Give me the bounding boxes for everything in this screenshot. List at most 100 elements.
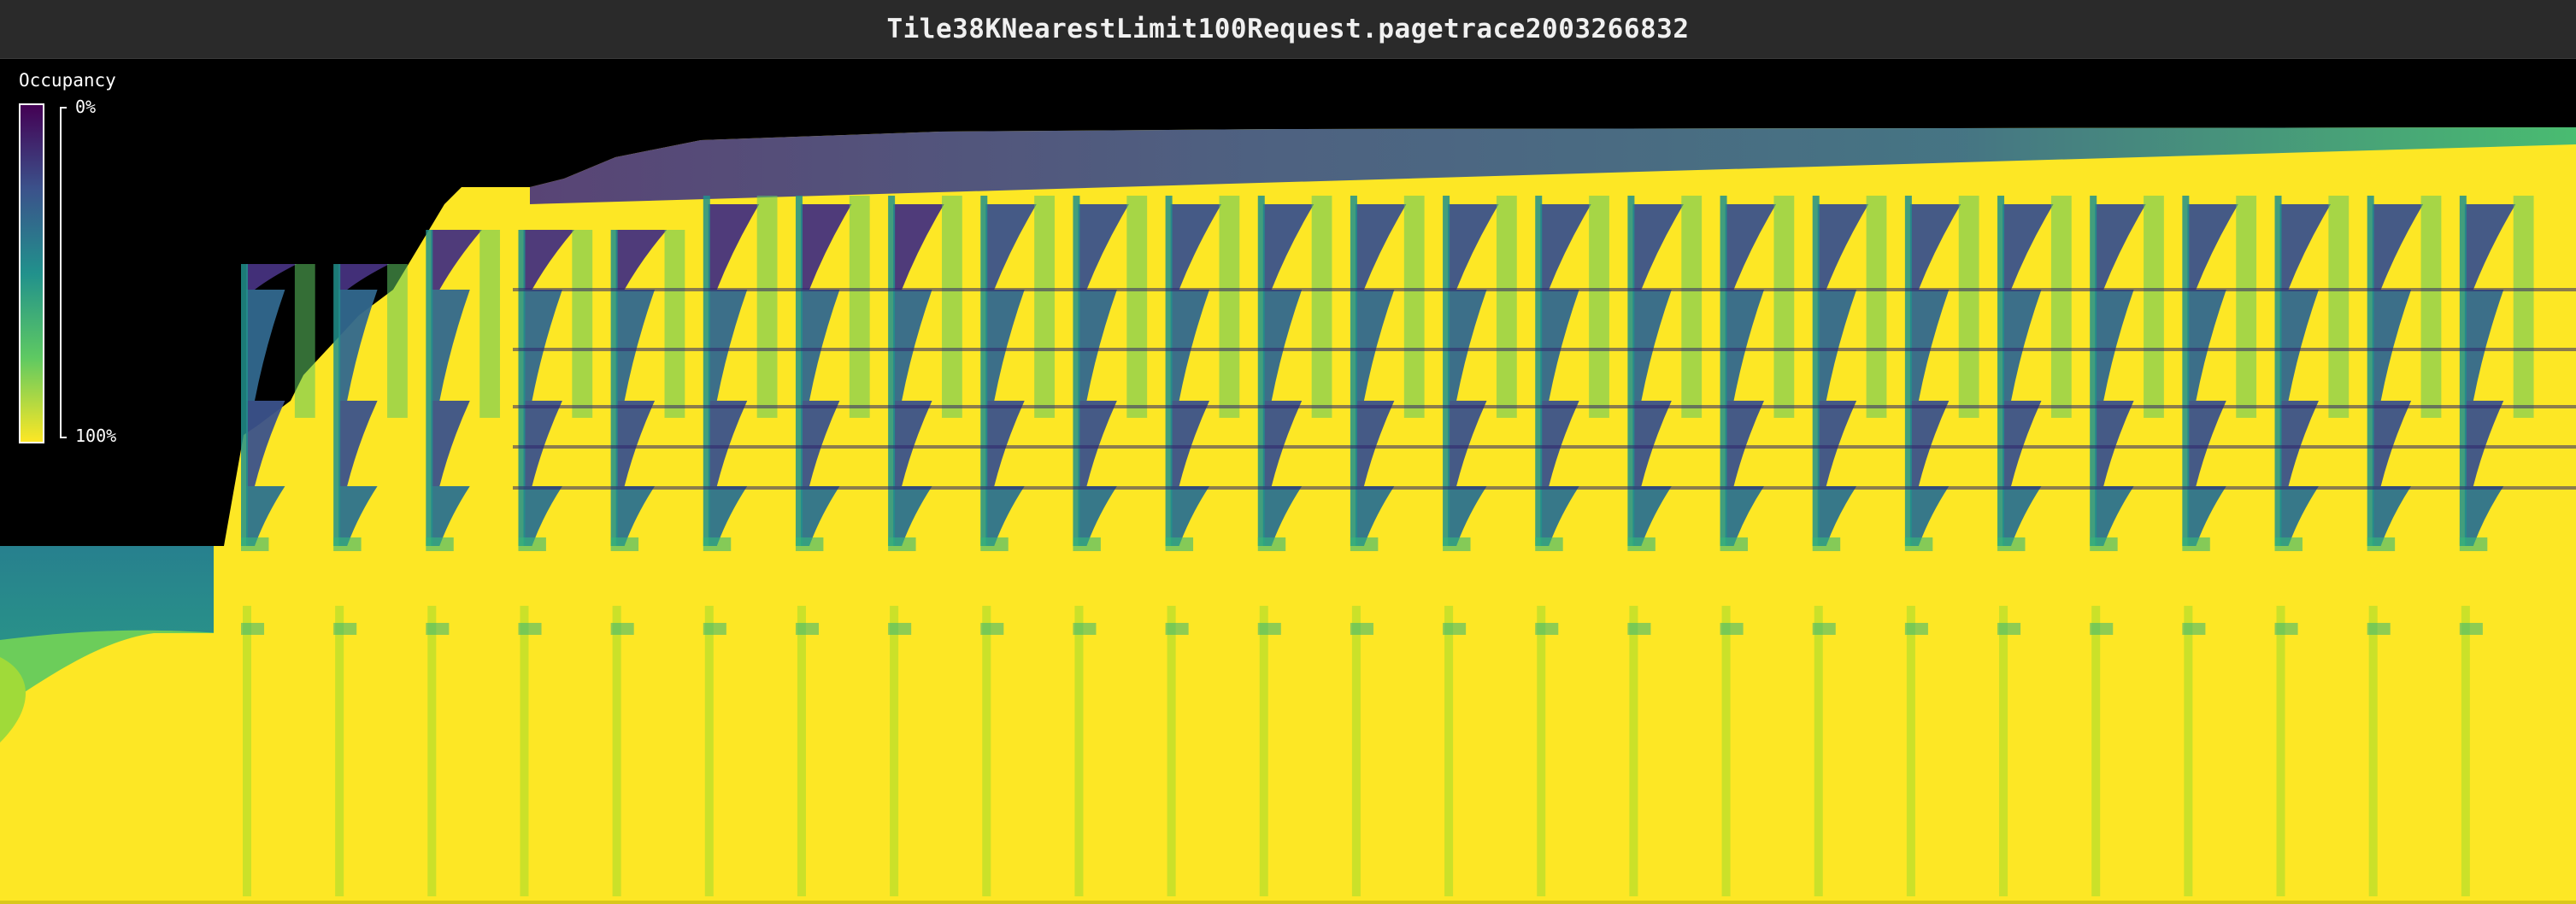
occupancy-heatmap[interactable]: Occupancy 0% 100% [0,59,2576,904]
cycle-low-band [795,623,819,635]
cycle-green-stripe [2050,196,2072,418]
cycle-wedge [1170,486,1210,546]
cycle-16 [1627,196,1703,896]
cycle-22 [2182,196,2257,896]
cycle-green-stripe [756,196,778,418]
cycle-wedge [338,401,378,486]
cycle-green-stripe [1681,196,1703,418]
cycle-wedge [2372,290,2412,401]
cycle-green-stripe [1866,196,1887,418]
cycle-wedge [431,230,482,290]
cycle-lower-streak [1721,606,1731,896]
cycle-wedge [615,486,656,546]
cycle-wedge [1170,204,1222,290]
cycle-wedge [615,230,668,290]
cycle-mid-band [2274,537,2303,551]
legend-scale-bracket [60,107,67,438]
cycle-edge-streak [610,230,618,546]
cycle-12 [1257,196,1332,896]
cycle-wedge [1909,486,1950,546]
cycle-lower-streak [1444,606,1454,896]
cycle-low-band [2459,623,2483,635]
cycle-wedge [2279,401,2319,486]
cycle-green-stripe [2513,196,2534,418]
cycle-wedge [1909,204,1961,290]
cycle-wedge [246,486,285,546]
cycle-edge-streak [1073,196,1080,546]
cycle-edge-streak [2182,196,2190,546]
cycle-low-band [703,623,726,635]
cycle-wedge [615,401,656,486]
cycle-wedge [338,264,390,290]
cycle-wedge [800,486,840,546]
cycle-low-band [1904,623,1928,635]
cycle-24 [2367,196,2442,896]
cycle-wedge [1725,401,1764,486]
cycle-green-stripe [2236,196,2257,418]
cycle-low-band [1627,623,1651,635]
cycle-wedge [1448,486,1487,546]
cycle-wedge [1540,204,1591,290]
cycle-mid-band [888,537,916,551]
cycle-wedge [1632,486,1672,546]
cycle-wedge [523,401,562,486]
cycle-8 [888,196,962,896]
cycle-11 [1165,196,1240,896]
cycle-wedge [1448,401,1487,486]
cycle-mid-band [1165,537,1194,551]
window-title: Tile38KNearestLimit100Request.pagetrace2… [886,14,1690,44]
cycle-edge-streak [795,196,803,546]
cycle-wedge [1540,290,1579,401]
cycle-wedge [1632,401,1672,486]
cycle-wedge [893,204,944,290]
cycle-mid-band [1073,537,1101,551]
cycle-green-stripe [1496,196,1517,418]
cycle-wedge [2372,204,2424,290]
cycle-green-stripe [1773,196,1795,418]
cycle-wedge [2187,204,2238,290]
cycle-wedge [708,486,748,546]
cycle-low-band [2367,623,2391,635]
cycle-wedge [985,204,1037,290]
cycle-low-band [1535,623,1559,635]
cycle-mid-band [2459,537,2488,551]
cycle-wedge [1262,486,1303,546]
cycle-wedge [2187,290,2226,401]
cycle-wedge [1632,290,1672,401]
cycle-wedge [615,290,656,401]
cycle-5 [610,230,685,896]
cycle-wedge [523,290,562,401]
main-yellow-region [214,127,2576,904]
cycle-10 [1073,196,1148,896]
cycle-13 [1350,196,1425,896]
cycle-wedge [1262,401,1303,486]
top-occupancy-band [530,127,2576,204]
cycle-lower-streak [2091,606,2101,896]
cycle-green-stripe [1958,196,1979,418]
occupancy-legend: Occupancy 0% 100% [19,70,190,472]
cycle-lower-streak [612,606,621,896]
cycle-lower-streak [2368,606,2378,896]
cycle-mid-band [241,537,269,551]
cycle-wedge [2372,486,2412,546]
cycle-edge-streak [2367,196,2374,546]
cycle-wedge [1540,486,1579,546]
cycle-wedge [1078,290,1117,401]
cycle-low-band [2182,623,2206,635]
cycle-edge-streak [1257,196,1265,546]
cycle-wedge [246,264,297,290]
cycle-wedge [2464,290,2504,401]
cycle-edge-streak [1165,196,1173,546]
cycle-wedge [985,486,1025,546]
cycle-lower-streak [1999,606,2008,896]
cycle-1 [241,264,315,896]
cycle-wedge [246,290,285,401]
cycle-green-stripe [1589,196,1609,418]
cycle-wedge [1078,401,1117,486]
cycle-wedge [1817,204,1869,290]
cycle-mid-band [1627,537,1656,551]
cycle-wedge [1262,290,1303,401]
cycle-7 [795,196,870,896]
cycle-wedge [1355,401,1395,486]
cycle-25 [2459,196,2534,896]
